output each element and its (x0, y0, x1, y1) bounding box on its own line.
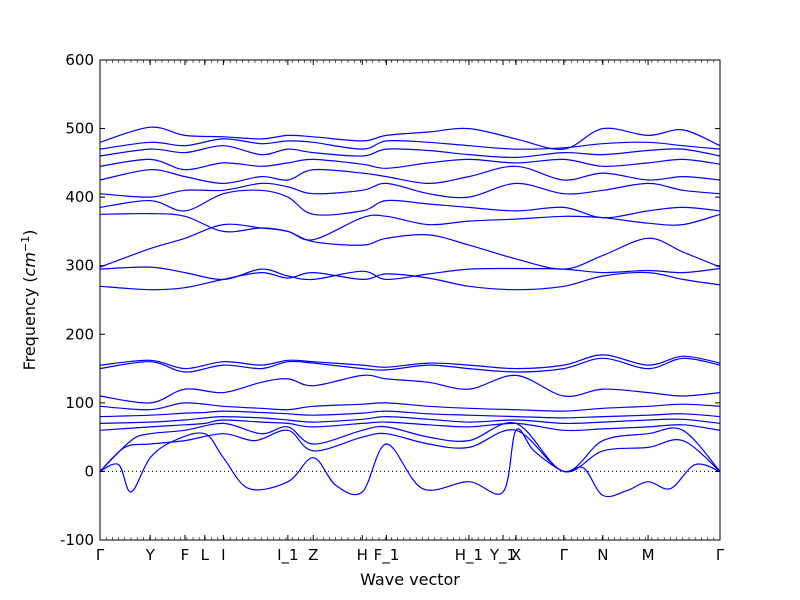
band-line-15 (99, 189, 721, 219)
x-tick-label: Z (308, 546, 318, 564)
band-series-group (99, 126, 721, 498)
y-tick-label: -100 (60, 531, 94, 549)
y-tick-label: 0 (84, 462, 94, 480)
x-tick-label: L (201, 546, 210, 564)
band-line-2 (99, 429, 721, 473)
x-tick-label: F_1 (374, 546, 400, 565)
band-line-6 (99, 410, 721, 419)
y-axis-title-text: Frequency (20, 288, 39, 371)
band-line-20 (99, 138, 721, 150)
y-tick-label: 200 (65, 325, 94, 343)
band-line-19 (99, 145, 721, 159)
x-tick-label: Γ (96, 546, 105, 564)
x-tick-label: I (221, 546, 225, 564)
x-tick-label: F (181, 546, 190, 564)
plot-area (100, 60, 720, 540)
x-tick-label: H (357, 546, 368, 564)
band-line-1 (99, 428, 721, 498)
band-line-18 (99, 158, 721, 171)
y-axis-ticks: -100 0 100 200 300 400 500 600 (60, 51, 720, 549)
x-tick-label: I_1 (277, 546, 298, 565)
band-line-7 (99, 402, 721, 412)
band-line-21 (99, 126, 721, 150)
band-line-14 (99, 212, 721, 241)
band-line-17 (99, 165, 721, 185)
x-tick-label: X (511, 546, 521, 564)
x-tick-label: Y_1 (489, 546, 516, 565)
plot-frame (99, 59, 721, 541)
x-tick-label: Γ (716, 546, 725, 564)
y-axis-unit-exp: −1 (19, 236, 32, 252)
band-line-3 (99, 421, 721, 473)
band-line-12 (99, 266, 721, 281)
x-tick-label: M (642, 546, 655, 564)
x-tick-label: N (597, 546, 608, 564)
x-axis-ticks: Γ Y F L I I_1 Z H F_1 H_1 Y_1X Γ N M Γ (96, 60, 725, 565)
x-tick-label: H_1 (455, 546, 483, 565)
band-line-9 (99, 357, 721, 373)
y-tick-label: 500 (65, 120, 94, 138)
band-line-11 (99, 271, 721, 291)
x-tick-label: Γ (560, 546, 569, 564)
y-tick-label: 400 (65, 188, 94, 206)
band-line-10 (99, 354, 721, 370)
y-axis-unit-close: ) (20, 230, 39, 236)
y-tick-label: 300 (65, 257, 94, 275)
x-tick-label: Y (145, 546, 156, 564)
y-tick-label: 600 (65, 51, 94, 69)
y-axis-unit-base: cm (20, 252, 39, 276)
y-axis-unit-open: ( (20, 276, 39, 287)
band-line-4 (99, 419, 721, 432)
band-line-16 (99, 182, 721, 199)
band-line-8 (99, 374, 721, 404)
y-tick-label: 100 (65, 394, 94, 412)
band-line-5 (99, 415, 721, 425)
y-axis-title: Frequency (cm−1) (19, 230, 40, 371)
x-axis-title: Wave vector (360, 570, 460, 589)
